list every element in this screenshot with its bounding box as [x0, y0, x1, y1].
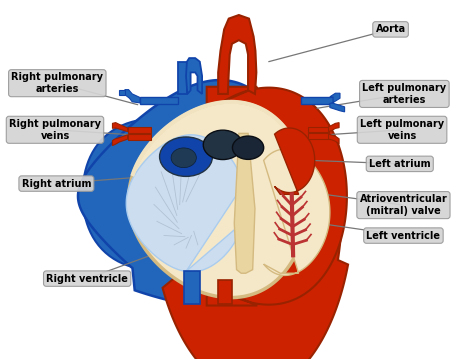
Ellipse shape: [160, 137, 212, 176]
Polygon shape: [112, 123, 128, 132]
Polygon shape: [330, 103, 345, 112]
Text: Right ventricle: Right ventricle: [46, 274, 128, 284]
Polygon shape: [128, 102, 308, 298]
Polygon shape: [163, 143, 348, 360]
Ellipse shape: [171, 148, 196, 168]
Polygon shape: [140, 97, 178, 104]
Ellipse shape: [203, 130, 242, 159]
Polygon shape: [128, 134, 151, 140]
Polygon shape: [186, 58, 202, 94]
Polygon shape: [126, 135, 243, 272]
Polygon shape: [112, 135, 128, 145]
Polygon shape: [184, 271, 200, 304]
Polygon shape: [274, 128, 315, 194]
Polygon shape: [125, 90, 140, 103]
Text: Atrioventricular
(mitral) valve: Atrioventricular (mitral) valve: [360, 194, 447, 216]
Polygon shape: [207, 87, 347, 306]
Polygon shape: [264, 149, 330, 275]
Text: Left ventricle: Left ventricle: [366, 231, 440, 240]
Polygon shape: [178, 62, 187, 94]
Polygon shape: [328, 123, 339, 132]
Text: Left pulmonary
arteries: Left pulmonary arteries: [362, 83, 447, 105]
Text: Right pulmonary
arteries: Right pulmonary arteries: [11, 72, 103, 94]
Text: Right pulmonary
veins: Right pulmonary veins: [9, 119, 101, 141]
Polygon shape: [308, 134, 328, 139]
Text: Aorta: Aorta: [375, 24, 406, 35]
Polygon shape: [218, 15, 256, 94]
Polygon shape: [234, 134, 255, 273]
Polygon shape: [308, 127, 328, 132]
Polygon shape: [301, 97, 333, 104]
Polygon shape: [128, 127, 151, 133]
Polygon shape: [328, 134, 339, 144]
Ellipse shape: [232, 136, 264, 159]
Text: Left atrium: Left atrium: [369, 159, 430, 169]
Polygon shape: [82, 118, 302, 270]
Polygon shape: [78, 80, 299, 307]
Polygon shape: [330, 93, 340, 104]
Text: Right atrium: Right atrium: [22, 179, 91, 189]
Text: Left pulmonary
veins: Left pulmonary veins: [360, 119, 444, 141]
Polygon shape: [218, 280, 232, 304]
Polygon shape: [119, 90, 125, 95]
